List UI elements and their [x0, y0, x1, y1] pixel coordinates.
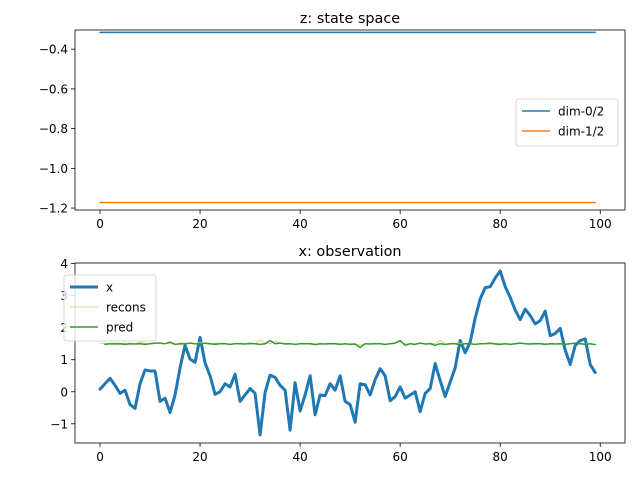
legend: x recons pred [63, 274, 157, 342]
x-tick-label: 100 [589, 217, 612, 231]
series-group [98, 269, 597, 437]
x-tick-label: 40 [292, 450, 307, 464]
x-tick-label: 60 [393, 217, 408, 231]
subplot-observation: x: observation020406080100−101234xrecons… [50, 244, 626, 464]
y-tick-label: −1.0 [39, 162, 68, 176]
chart-title: x: observation [298, 244, 401, 260]
y-tick-label: −1 [50, 417, 68, 431]
series-group [99, 31, 596, 204]
subplot-state-space: z: state space 0 20 40 60 80 100 −1.2 −1.0 −0.8 −0… [39, 11, 626, 231]
axes-frame [74, 29, 626, 211]
x-tick-label: 0 [96, 217, 104, 231]
legend-label: x [106, 281, 113, 295]
y-tick-label: −0.6 [39, 82, 68, 96]
chart-title: z: state space [300, 11, 400, 27]
x-tick-label: 20 [192, 217, 207, 231]
x-tick-label: 80 [493, 450, 508, 464]
x-tick-label: 60 [393, 450, 408, 464]
legend-label: dim-0/2 [558, 105, 604, 119]
x-tick-label: 100 [589, 450, 612, 464]
y-tick-label: −1.2 [39, 202, 68, 216]
x-tick-label: 0 [96, 450, 104, 464]
y-tick-label: −0.4 [39, 43, 68, 57]
series-line-x [98, 269, 597, 437]
legend-label: recons [106, 301, 146, 315]
series-line-pred [104, 339, 596, 349]
legend-frame [63, 274, 157, 342]
x-tick-label: 80 [493, 217, 508, 231]
y-tick-label: 0 [60, 385, 68, 399]
y-tick-label: −0.8 [39, 122, 68, 136]
legend: dim-0/2 dim-1/2 [515, 98, 619, 147]
y-tick-label: 4 [60, 257, 68, 271]
legend-label: dim-1/2 [558, 125, 604, 139]
legend-label: pred [106, 321, 133, 335]
x-tick-label: 40 [292, 217, 307, 231]
axes-frame [74, 262, 626, 444]
y-tick-label: 1 [60, 353, 68, 367]
x-tick-label: 20 [192, 450, 207, 464]
